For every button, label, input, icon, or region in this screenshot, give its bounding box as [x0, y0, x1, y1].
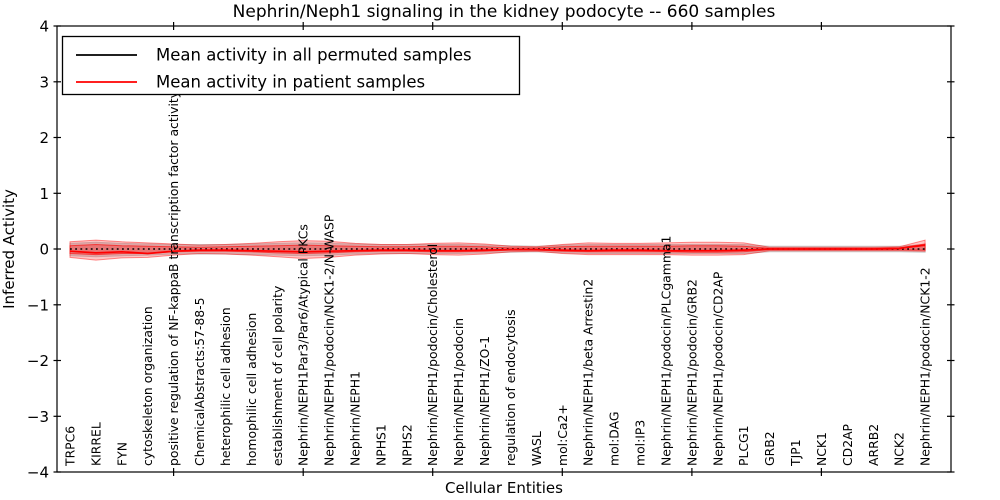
category-label: Nephrin/NEPH1/podocin/GRB2 — [684, 279, 699, 466]
category-label: PLCG1 — [736, 425, 751, 466]
category-label: establishment of cell polarity — [270, 286, 285, 466]
legend-patient-label: Mean activity in patient samples — [156, 73, 425, 92]
category-label: Nephrin/NEPH1Par3/Par6/Atypical PKCs — [296, 224, 311, 466]
category-label: Nephrin/NEPH1/beta Arrestin2 — [581, 279, 596, 466]
category-label: Nephrin/NEPH1/podocin/NCK1-2/N-WASP — [322, 214, 337, 466]
category-label: cytoskeleton organization — [140, 306, 155, 466]
x-axis-label: Cellular Entities — [445, 479, 563, 497]
category-label: heterophilic cell adhesion — [218, 307, 233, 466]
category-label: mol:DAG — [607, 412, 622, 466]
y-tick-label: −1 — [27, 296, 49, 314]
category-label: TRPC6 — [63, 426, 78, 467]
y-tick-label: −2 — [27, 352, 49, 370]
y-tick-label: −4 — [27, 464, 49, 482]
category-label: Nephrin/NEPH1 — [348, 371, 363, 466]
category-label: WASL — [529, 431, 544, 466]
category-label: NCK1 — [814, 432, 829, 466]
category-label: Nephrin/NEPH1/ZO-1 — [477, 336, 492, 466]
category-label: Nephrin/NEPH1/podocin/CD2AP — [710, 271, 725, 466]
category-label: regulation of endocytosis — [503, 309, 518, 466]
category-label: NPHS2 — [399, 424, 414, 466]
category-label: ARRB2 — [866, 424, 881, 466]
plot-generated-layer: TRPC6 KIRREL FYN cytoskeleton organization p… — [27, 18, 955, 482]
category-label: Nephrin/NEPH1/podocin — [451, 318, 466, 466]
category-label: Nephrin/NEPH1/podocin/PLCgamma1 — [659, 236, 674, 466]
category-label: Nephrin/NEPH1/podocin/NCK1-2 — [918, 267, 933, 466]
category-label: TJP1 — [788, 439, 803, 467]
category-label: GRB2 — [762, 431, 777, 466]
category-label: CD2AP — [840, 423, 855, 466]
legend-permuted-label: Mean activity in all permuted samples — [156, 46, 472, 65]
y-tick-label: 4 — [39, 18, 49, 36]
category-label: ChemicalAbstracts:57-88-5 — [192, 298, 207, 467]
y-tick-label: 2 — [39, 129, 49, 147]
patient-mean-line — [69, 244, 926, 255]
legend: Mean activity in all permuted samples Me… — [61, 35, 521, 96]
category-label: NPHS1 — [373, 424, 388, 466]
category-label: homophilic cell adhesion — [244, 313, 259, 466]
category-label: positive regulation of NF-kappaB transcr… — [166, 91, 181, 466]
y-tick-label: 3 — [39, 73, 49, 91]
category-label: KIRREL — [88, 422, 103, 466]
category-label: Nephrin/NEPH1/podocin/Cholesterol — [425, 244, 440, 466]
y-tick-label: 1 — [39, 185, 49, 203]
category-label: NCK2 — [892, 432, 907, 466]
chart-title: Nephrin/Neph1 signaling in the kidney po… — [233, 2, 776, 22]
y-axis-label: Inferred Activity — [0, 189, 18, 309]
category-label: mol:IP3 — [633, 420, 648, 466]
y-tick-label: −3 — [27, 408, 49, 426]
category-label: mol:Ca2+ — [555, 404, 570, 466]
category-label: FYN — [114, 442, 129, 466]
legend-box — [61, 35, 521, 96]
y-tick-label: 0 — [39, 241, 49, 259]
